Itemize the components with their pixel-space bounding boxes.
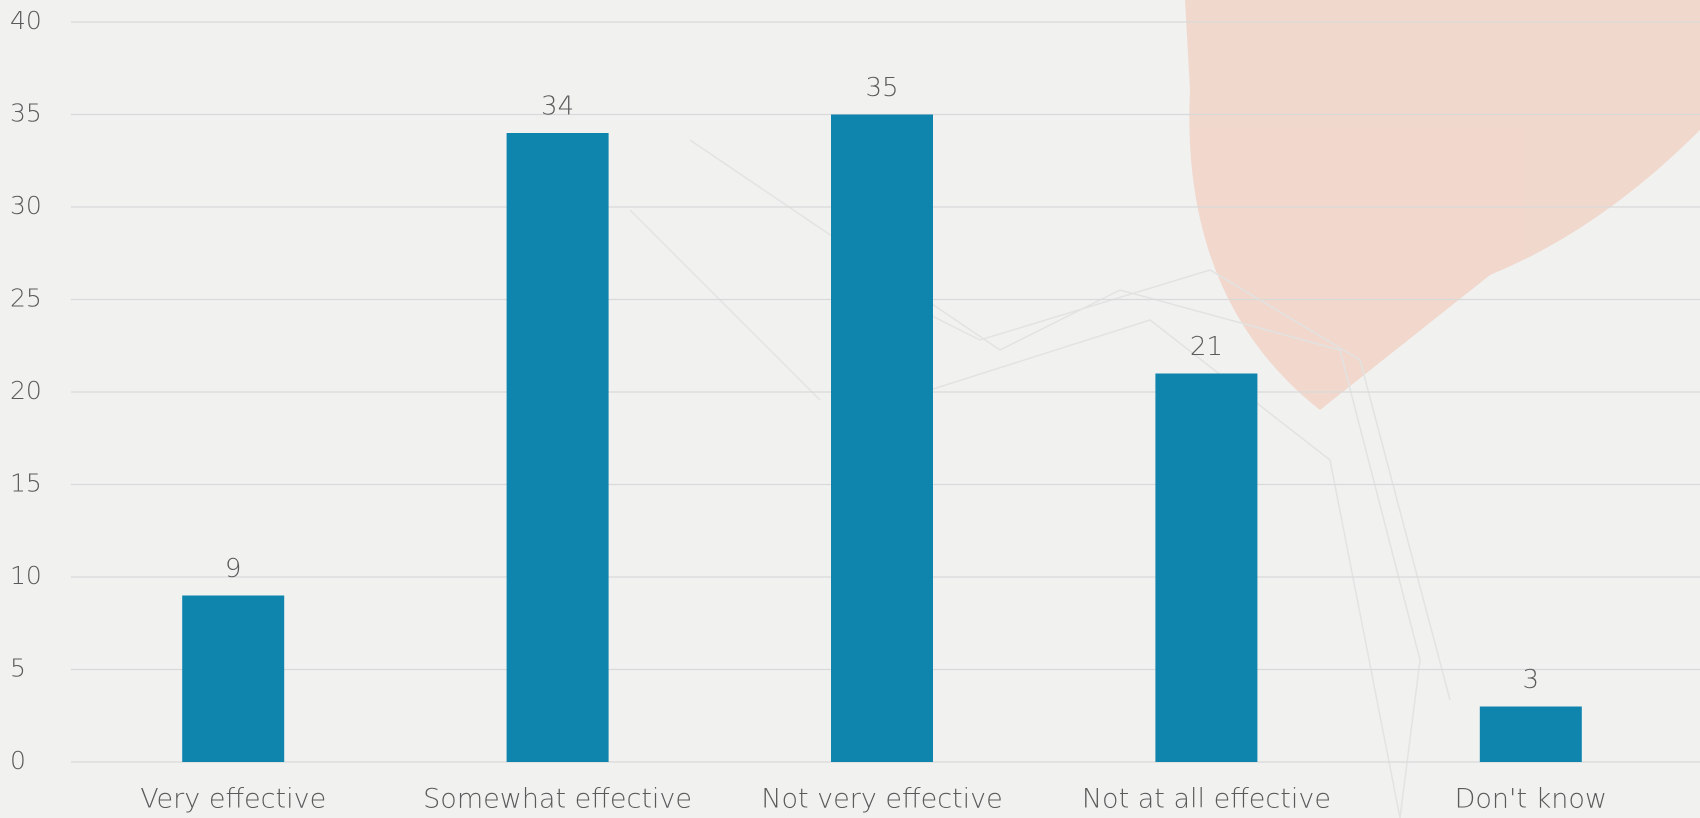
y-tick-label: 10 — [10, 561, 42, 590]
y-tick-label: 25 — [10, 284, 42, 313]
data-label: 34 — [541, 92, 574, 122]
bar — [1479, 706, 1582, 762]
y-tick-label: 15 — [10, 469, 42, 498]
y-tick-label: 30 — [10, 191, 42, 220]
data-label: 3 — [1523, 665, 1540, 695]
x-tick-label: Very effective — [140, 784, 326, 815]
decor-shape — [1185, 0, 1700, 410]
bar — [1155, 373, 1258, 762]
decor-lines — [629, 139, 1451, 818]
y-tick-label: 20 — [10, 376, 42, 405]
x-tick-label: Not very effective — [761, 784, 1002, 815]
x-tick-label: Don't know — [1455, 784, 1607, 815]
data-label: 35 — [865, 73, 898, 103]
data-label: 9 — [225, 554, 242, 584]
y-tick-label: 40 — [10, 6, 42, 35]
bar — [182, 595, 285, 762]
data-label: 21 — [1190, 332, 1223, 362]
y-tick-label: 0 — [10, 746, 26, 775]
y-tick-label: 35 — [10, 99, 42, 128]
x-tick-label: Not at all effective — [1082, 784, 1331, 815]
background-decoration — [629, 0, 1700, 818]
bar — [506, 133, 609, 762]
bar — [831, 114, 933, 762]
x-tick-label: Somewhat effective — [423, 784, 692, 815]
y-tick-label: 5 — [10, 654, 26, 683]
